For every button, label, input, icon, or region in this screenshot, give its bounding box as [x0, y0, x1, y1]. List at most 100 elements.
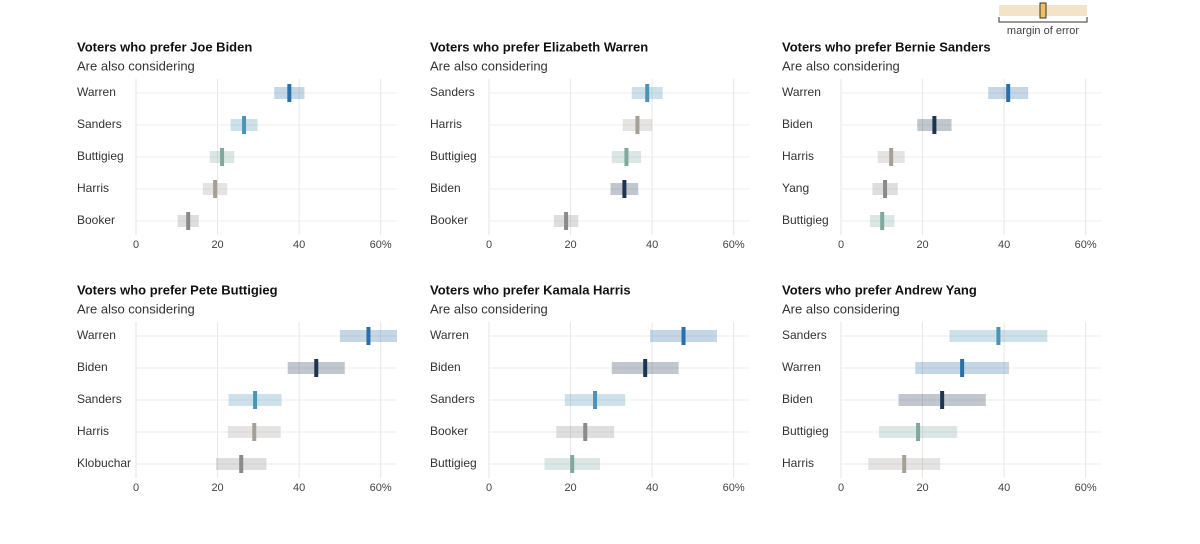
category-label: Biden: [782, 392, 813, 406]
category-label: Yang: [782, 181, 809, 195]
category-label: Harris: [77, 424, 109, 438]
x-tick-label: 60%: [1075, 482, 1097, 494]
category-label: Sanders: [430, 392, 475, 406]
estimate: [239, 455, 244, 473]
estimate: [622, 180, 627, 198]
category-label: Harris: [782, 149, 814, 163]
x-tick-label: 20: [211, 482, 223, 494]
estimate: [570, 455, 575, 473]
estimate: [242, 116, 247, 134]
estimate: [220, 148, 225, 166]
category-label: Biden: [782, 117, 813, 131]
category-label: Sanders: [430, 85, 475, 99]
legend: margin of error: [998, 2, 1088, 37]
estimate: [960, 359, 965, 377]
estimate: [635, 116, 640, 134]
estimate: [186, 212, 191, 230]
x-tick-label: 60%: [370, 482, 392, 494]
legend-marker: [1039, 2, 1047, 19]
legend-label: margin of error: [1007, 25, 1079, 37]
estimate: [624, 148, 629, 166]
category-label: Booker: [430, 213, 468, 227]
estimate: [287, 84, 292, 102]
x-tick-label: 60%: [723, 239, 745, 251]
category-label: Buttigieg: [77, 149, 124, 163]
estimate: [940, 391, 945, 409]
category-label: Buttigieg: [430, 456, 477, 470]
category-label: Buttigieg: [782, 424, 829, 438]
x-tick-label: 20: [211, 239, 223, 251]
x-tick-label: 0: [838, 239, 844, 251]
category-label: Warren: [77, 85, 116, 99]
x-tick-label: 40: [293, 482, 305, 494]
category-label: Buttigieg: [782, 213, 829, 227]
panel-subtitle: Are also considering: [77, 301, 195, 316]
x-tick-label: 0: [133, 482, 139, 494]
estimate: [253, 391, 258, 409]
category-label: Biden: [77, 360, 108, 374]
estimate: [883, 180, 888, 198]
x-tick-label: 20: [564, 482, 576, 494]
panel-subtitle: Are also considering: [782, 301, 900, 316]
x-tick-label: 0: [838, 482, 844, 494]
estimate: [366, 327, 371, 345]
panel-subtitle: Are also considering: [782, 58, 900, 73]
estimate: [889, 148, 894, 166]
x-tick-label: 60%: [1075, 239, 1097, 251]
panel-title: Voters who prefer Andrew Yang: [782, 282, 977, 297]
category-label: Harris: [430, 117, 462, 131]
x-tick-label: 40: [293, 239, 305, 251]
category-label: Sanders: [77, 392, 122, 406]
category-label: Sanders: [77, 117, 122, 131]
category-label: Sanders: [782, 328, 827, 342]
estimate: [314, 359, 319, 377]
estimate: [564, 212, 569, 230]
category-label: Warren: [782, 85, 821, 99]
category-label: Biden: [430, 181, 461, 195]
estimate: [583, 423, 588, 441]
panel-title: Voters who prefer Pete Buttigieg: [77, 282, 278, 297]
legend-bracket: [998, 17, 1088, 23]
panel-title: Voters who prefer Joe Biden: [77, 39, 252, 54]
estimate: [932, 116, 937, 134]
panel-subtitle: Are also considering: [430, 58, 548, 73]
x-tick-label: 40: [998, 482, 1010, 494]
x-tick-label: 0: [486, 239, 492, 251]
category-label: Harris: [77, 181, 109, 195]
category-label: Biden: [430, 360, 461, 374]
estimate: [996, 327, 1001, 345]
x-tick-label: 40: [646, 239, 658, 251]
estimate: [252, 423, 257, 441]
estimate: [213, 180, 218, 198]
estimate: [1006, 84, 1011, 102]
x-tick-label: 40: [998, 239, 1010, 251]
category-label: Booker: [430, 424, 468, 438]
category-label: Warren: [77, 328, 116, 342]
x-tick-label: 40: [646, 482, 658, 494]
estimate: [916, 423, 921, 441]
panel-subtitle: Are also considering: [77, 58, 195, 73]
x-tick-label: 60%: [723, 482, 745, 494]
x-tick-label: 0: [133, 239, 139, 251]
category-label: Warren: [782, 360, 821, 374]
category-label: Booker: [77, 213, 115, 227]
x-tick-label: 20: [916, 239, 928, 251]
category-label: Buttigieg: [430, 149, 477, 163]
estimate: [593, 391, 598, 409]
category-label: Harris: [782, 456, 814, 470]
x-tick-label: 60%: [370, 239, 392, 251]
panel-subtitle: Are also considering: [430, 301, 548, 316]
category-label: Warren: [430, 328, 469, 342]
category-label: Klobuchar: [77, 456, 131, 470]
x-tick-label: 20: [916, 482, 928, 494]
x-tick-label: 20: [564, 239, 576, 251]
estimate: [645, 84, 650, 102]
estimate: [643, 359, 648, 377]
panel-title: Voters who prefer Elizabeth Warren: [430, 39, 648, 54]
x-tick-label: 0: [486, 482, 492, 494]
estimate: [880, 212, 885, 230]
estimate: [681, 327, 686, 345]
estimate: [902, 455, 907, 473]
panel-title: Voters who prefer Bernie Sanders: [782, 39, 991, 54]
